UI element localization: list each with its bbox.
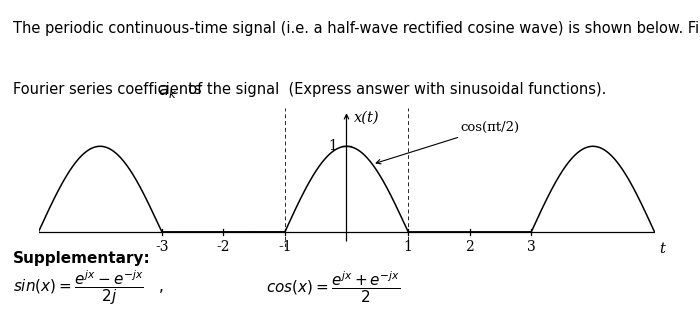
Text: $cos(x) = \dfrac{e^{jx}+e^{-jx}}{2}$: $cos(x) = \dfrac{e^{jx}+e^{-jx}}{2}$ [266,270,400,306]
Text: Supplementary:: Supplementary: [13,251,150,266]
Text: t: t [659,242,665,256]
Text: cos(πt/2): cos(πt/2) [376,121,519,164]
Text: 2: 2 [466,240,474,254]
Text: x(t): x(t) [354,110,379,124]
Text: -3: -3 [155,240,169,254]
Text: 1: 1 [404,240,412,254]
Text: $\mathbf{\it{a}}_{\mathbf{\it{k}}}$: $\mathbf{\it{a}}_{\mathbf{\it{k}}}$ [158,81,177,100]
Text: -1: -1 [278,240,292,254]
Text: -2: -2 [216,240,230,254]
Text: of the signal  (Express answer with sinusoidal functions).: of the signal (Express answer with sinus… [179,81,607,97]
Text: 3: 3 [527,240,536,254]
Text: 1: 1 [328,139,337,153]
Text: Fourier series coefficients: Fourier series coefficients [13,81,211,97]
Text: The periodic continuous-time signal (i.e. a half-wave rectified cosine wave) is : The periodic continuous-time signal (i.e… [13,21,700,36]
Text: $sin(x) = \dfrac{e^{jx}-e^{-jx}}{2j}$   ,: $sin(x) = \dfrac{e^{jx}-e^{-jx}}{2j}$ , [13,268,163,307]
